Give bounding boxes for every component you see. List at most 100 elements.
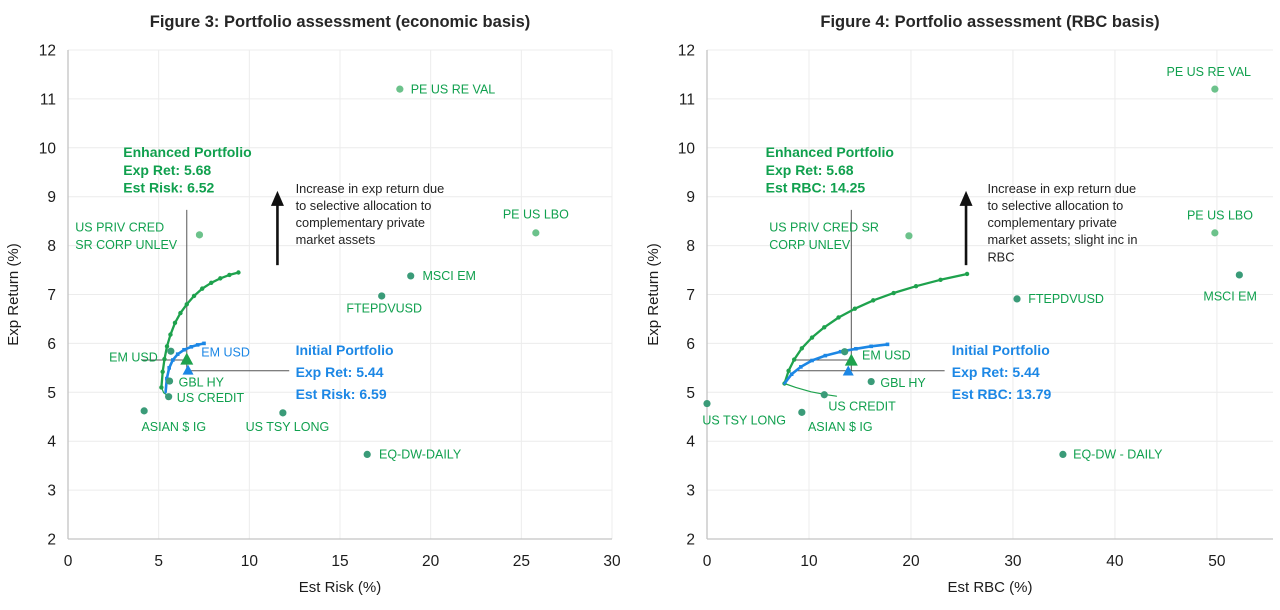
portfolio-block-enhanced-line-3: Est RBC: 14.25 (766, 179, 866, 195)
asset-label-pe-us-lbo: PE US LBO (1187, 209, 1253, 223)
asset-label-em-usd: EM USD (862, 348, 911, 362)
y-tick-label-5: 5 (47, 385, 56, 402)
y-tick-label-12: 12 (678, 43, 695, 60)
y-tick-label-9: 9 (686, 189, 695, 206)
x-tick-label-40: 40 (1106, 553, 1124, 570)
frontier-lower-branch (783, 382, 838, 397)
asset-dot-us-credit (820, 391, 828, 399)
enhanced-frontier-marker-13 (236, 270, 241, 275)
initial-frontier-marker-5 (838, 349, 843, 354)
asset-label-gbl-hy: GBL HY (179, 375, 225, 389)
asset-label-eq-dw-daily: EQ-DW - DAILY (1073, 448, 1163, 462)
chart-svg-0: 0 5 10 15 20 25 30 2 3 4 5 6 7 8 9 10 11 12 Figure 3: Port… (5, 13, 621, 596)
asset-dot-msci-em (407, 272, 415, 280)
enhanced-frontier-marker-12 (964, 271, 970, 277)
asset-label-msci-em: MSCI EM (423, 269, 476, 283)
portfolio-block-enhanced-line-1: Enhanced Portfolio (766, 144, 894, 160)
initial-frontier-marker-5 (182, 347, 186, 352)
enhanced-frontier-marker-5 (822, 325, 827, 330)
annotation-arrow-head (959, 190, 973, 206)
enhanced-frontier (783, 272, 969, 385)
initial-portfolio-marker (182, 364, 194, 375)
enhanced-frontier-marker-5 (172, 320, 178, 326)
enhanced-frontier-marker-9 (891, 290, 896, 296)
asset-dot-asian-ig (140, 407, 148, 415)
y-tick-label-6: 6 (686, 336, 695, 353)
asset-label-us-credit: US CREDIT (828, 399, 896, 413)
chart-figure-3: 0 5 10 15 20 25 30 2 3 4 5 6 7 8 9 10 11 12 Figure 3: Port… (0, 0, 640, 605)
enhanced-frontier (160, 271, 240, 389)
portfolio-block-initial-line-3: Est Risk: 6.59 (296, 386, 387, 402)
enhanced-frontier-marker-9 (199, 286, 205, 291)
asset-label-us-priv-cred-line2: SR CORP UNLEV (75, 238, 178, 252)
y-tick-label-8: 8 (686, 238, 695, 255)
y-tick-label-8: 8 (47, 238, 56, 255)
asset-label-pe-us-re-val: PE US RE VAL (1166, 65, 1251, 79)
enhanced-frontier-marker-1 (160, 369, 165, 374)
x-tick-label-30: 30 (603, 553, 621, 570)
annotation-text-line-5: RBC (987, 249, 1014, 264)
initial-frontier-marker-2 (167, 366, 171, 370)
x-tick-label-10: 10 (800, 553, 818, 570)
asset-dot-us-tsy-long (703, 399, 711, 408)
annotation-text-line-1: Increase in exp return due (987, 181, 1136, 196)
enhanced-frontier-marker-3 (799, 346, 805, 351)
portfolio-block-initial-line-3: Est RBC: 13.79 (952, 386, 1052, 402)
annotation-arrow-head (270, 190, 284, 206)
x-tick-label-15: 15 (331, 553, 348, 570)
annotation-text-line-2: to selective allocation to (987, 198, 1123, 213)
enhanced-frontier-marker-10 (913, 283, 919, 289)
asset-label-em-usd: EM USD (109, 350, 158, 364)
enhanced-frontier-marker-7 (184, 302, 189, 307)
asset-label-asian-ig: ASIAN $ IG (141, 420, 206, 434)
portfolio-block-enhanced-line-3: Est Risk: 6.52 (123, 179, 214, 195)
enhanced-portfolio-marker (844, 353, 858, 366)
y-tick-label-2: 2 (686, 532, 695, 549)
y-axis-title: Exp Return (%) (645, 243, 662, 346)
annotation-text-line-4: market assets; slight inc in (987, 232, 1137, 247)
x-axis-title: Est RBC (%) (947, 579, 1032, 596)
portfolio-block-initial-line-2: Exp Ret: 5.44 (296, 364, 384, 380)
y-tick-label-3: 3 (686, 483, 695, 500)
y-tick-label-4: 4 (47, 434, 56, 451)
enhanced-frontier-marker-8 (191, 293, 197, 299)
annotation-text-line-3: complementary private (987, 215, 1116, 230)
initial-frontier-marker-6 (854, 346, 858, 351)
initial-frontier-marker-4 (823, 353, 828, 358)
x-tick-label-0: 0 (703, 553, 712, 570)
initial-frontier-marker-6 (189, 345, 194, 349)
y-tick-label-3: 3 (47, 483, 56, 500)
asset-label-asian-ig: ASIAN $ IG (808, 420, 873, 434)
asset-label-ftepdvusd: FTEPDVUSD (1028, 292, 1104, 306)
asset-dot-eq-dw-daily (363, 450, 371, 459)
enhanced-frontier-marker-10 (209, 280, 214, 285)
y-tick-label-6: 6 (47, 336, 56, 353)
enhanced-frontier-marker-6 (178, 310, 183, 316)
asset-label-eq-dw-daily: EQ-DW-DAILY (379, 448, 462, 462)
initial-frontier-marker-7 (869, 344, 873, 349)
asset-label-gbl-hy: GBL HY (880, 376, 926, 390)
x-tick-label-0: 0 (64, 553, 73, 570)
enhanced-frontier-marker-8 (871, 298, 876, 303)
enhanced-frontier-marker-0 (159, 385, 164, 390)
asset-label-msci-em: MSCI EM (1203, 289, 1256, 303)
portfolio-block-initial-line-2: Exp Ret: 5.44 (952, 364, 1040, 380)
x-tick-label-20: 20 (422, 553, 440, 570)
portfolio-block-enhanced-line-2: Exp Ret: 5.68 (766, 162, 854, 178)
x-tick-label-50: 50 (1208, 553, 1226, 570)
asset-label-us-tsy-long: US TSY LONG (246, 420, 330, 434)
y-tick-label-10: 10 (678, 140, 696, 157)
x-tick-label-5: 5 (154, 553, 163, 570)
initial-frontier-marker-8 (885, 342, 890, 347)
asset-dot-us-credit (165, 393, 173, 401)
y-tick-label-12: 12 (39, 43, 56, 60)
asset-dot-eq-dw-daily (1059, 450, 1067, 459)
y-tick-label-5: 5 (686, 385, 695, 402)
portfolio-block-initial-line-1: Initial Portfolio (296, 342, 394, 358)
enhanced-frontier-marker-11 (938, 277, 943, 283)
asset-label-us-credit: US CREDIT (177, 391, 245, 405)
enhanced-frontier-marker-11 (218, 276, 223, 281)
initial-frontier-marker-3 (171, 358, 175, 362)
y-tick-label-2: 2 (47, 532, 56, 549)
x-axis-title: Est Risk (%) (299, 579, 382, 596)
